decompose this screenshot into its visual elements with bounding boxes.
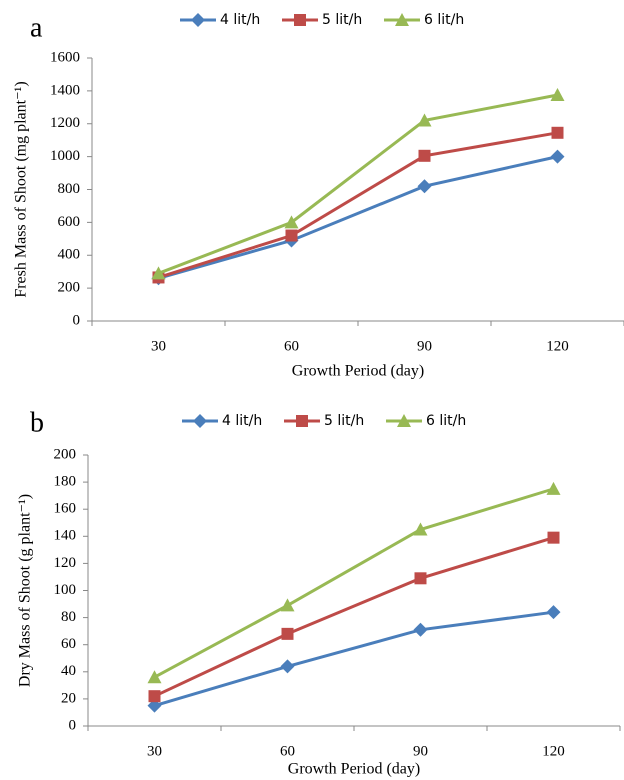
y-tick-label: 180 <box>54 474 77 490</box>
marker <box>550 149 565 164</box>
marker <box>417 179 432 194</box>
marker <box>284 215 299 229</box>
y-tick-label: 160 <box>54 501 77 517</box>
y-tick-label: 400 <box>58 247 81 263</box>
marker <box>546 481 561 495</box>
marker <box>418 149 431 162</box>
series-line <box>153 487 554 679</box>
y-tick-label: 600 <box>58 214 81 230</box>
legend-marker <box>296 415 308 427</box>
marker <box>550 87 565 101</box>
y-tick-label: 200 <box>54 446 77 462</box>
marker <box>148 690 161 703</box>
y-tick-label: 20 <box>61 690 76 706</box>
marker <box>546 605 561 620</box>
series-line <box>157 93 558 275</box>
y-tick-label: 40 <box>61 663 76 679</box>
legend-label: 4 lit/h <box>220 12 260 28</box>
y-tick-label: 0 <box>73 312 81 328</box>
legend-label: 6 lit/h <box>424 12 464 28</box>
x-tick-label: 60 <box>280 743 295 759</box>
marker <box>285 229 298 242</box>
x-tick-label: 90 <box>417 338 432 354</box>
marker <box>151 266 166 280</box>
marker <box>547 531 560 544</box>
y-tick-label: 1000 <box>50 148 80 164</box>
series-line <box>154 610 554 708</box>
x-tick-label: 90 <box>413 743 428 759</box>
legend-marker <box>397 414 411 427</box>
x-tick-label: 30 <box>147 743 162 759</box>
legend-marker <box>191 13 205 27</box>
marker <box>147 670 162 684</box>
y-axis-label: Fresh Mass of Shoot (mg plant⁻¹) <box>13 81 30 297</box>
legend-label: 4 lit/h <box>222 413 262 429</box>
y-axis-label: Dry Mass of Shoot (g plant⁻¹) <box>17 494 34 687</box>
panel-label: a <box>30 12 43 43</box>
legend-marker <box>294 14 306 26</box>
marker <box>413 622 428 637</box>
legend-marker <box>193 414 207 428</box>
y-tick-label: 80 <box>61 609 76 625</box>
y-tick-label: 800 <box>58 181 81 197</box>
x-tick-label: 60 <box>284 338 299 354</box>
legend-label: 5 lit/h <box>324 413 364 429</box>
y-tick-label: 0 <box>69 717 77 733</box>
marker <box>551 126 564 139</box>
legend-label: 6 lit/h <box>426 413 466 429</box>
marker <box>280 598 295 612</box>
y-tick-label: 60 <box>61 636 76 652</box>
legend-marker <box>395 13 409 26</box>
y-tick-label: 1600 <box>50 49 80 65</box>
x-axis-label: Growth Period (day) <box>288 761 420 778</box>
y-tick-label: 1200 <box>50 115 80 131</box>
y-tick-label: 100 <box>54 582 77 598</box>
x-tick-label: 30 <box>151 338 166 354</box>
y-tick-label: 1400 <box>50 82 80 98</box>
marker <box>417 113 432 127</box>
marker <box>414 572 427 585</box>
x-tick-label: 120 <box>546 338 569 354</box>
panel-label: b <box>30 407 44 438</box>
series-line <box>158 131 558 279</box>
y-tick-label: 120 <box>54 555 77 571</box>
legend-label: 5 lit/h <box>322 12 362 28</box>
y-tick-label: 140 <box>54 528 77 544</box>
series-line <box>153 536 554 698</box>
x-axis-label: Growth Period (day) <box>292 363 424 380</box>
marker <box>413 522 428 536</box>
series-line <box>158 155 558 280</box>
y-tick-label: 200 <box>58 280 81 296</box>
marker <box>280 659 295 674</box>
x-tick-label: 120 <box>542 743 565 759</box>
marker <box>281 627 294 640</box>
